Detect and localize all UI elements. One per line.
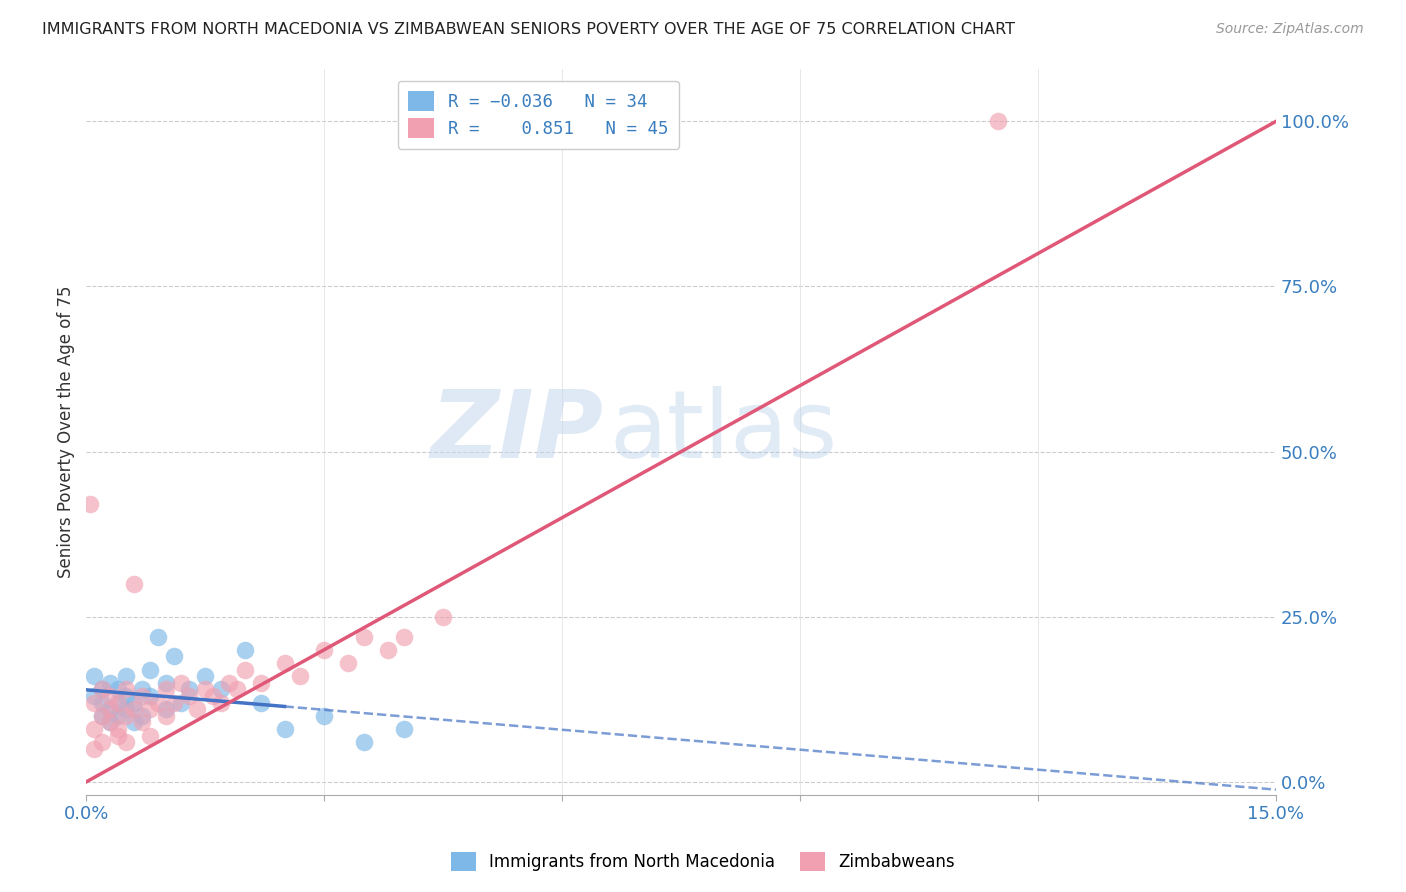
Point xyxy=(218,675,240,690)
Point xyxy=(314,708,336,723)
Point xyxy=(115,702,138,716)
Point xyxy=(194,682,217,697)
Point xyxy=(107,696,129,710)
Point xyxy=(432,609,454,624)
Point xyxy=(353,735,375,749)
Point xyxy=(91,696,114,710)
Point xyxy=(186,702,208,716)
Point xyxy=(115,689,138,703)
Point xyxy=(139,663,162,677)
Point xyxy=(131,689,153,703)
Point xyxy=(209,696,232,710)
Point xyxy=(91,682,114,697)
Legend: Immigrants from North Macedonia, Zimbabweans: Immigrants from North Macedonia, Zimbabw… xyxy=(443,843,963,880)
Point xyxy=(353,630,375,644)
Point xyxy=(107,682,129,697)
Point xyxy=(162,696,184,710)
Point xyxy=(83,689,105,703)
Point xyxy=(273,722,295,736)
Point xyxy=(162,649,184,664)
Point xyxy=(107,722,129,736)
Point xyxy=(233,642,256,657)
Point xyxy=(139,689,162,703)
Point xyxy=(98,715,121,730)
Point xyxy=(179,682,201,697)
Point xyxy=(83,696,105,710)
Point xyxy=(155,702,177,716)
Point xyxy=(249,675,271,690)
Point xyxy=(131,708,153,723)
Point xyxy=(290,669,312,683)
Point xyxy=(122,576,145,591)
Point xyxy=(91,735,114,749)
Point xyxy=(122,715,145,730)
Point xyxy=(98,702,121,716)
Point xyxy=(83,722,105,736)
Point xyxy=(115,735,138,749)
Point xyxy=(91,708,114,723)
Point xyxy=(79,498,101,512)
Point xyxy=(377,642,399,657)
Point xyxy=(98,689,121,703)
Point xyxy=(98,702,121,716)
Point xyxy=(107,696,129,710)
Legend: R = −0.036   N = 34, R =    0.851   N = 45: R = −0.036 N = 34, R = 0.851 N = 45 xyxy=(398,81,679,149)
Point xyxy=(146,696,169,710)
Point xyxy=(392,630,415,644)
Point xyxy=(91,708,114,723)
Text: Source: ZipAtlas.com: Source: ZipAtlas.com xyxy=(1216,22,1364,37)
Point xyxy=(226,682,249,697)
Point xyxy=(83,741,105,756)
Point xyxy=(155,675,177,690)
Point xyxy=(170,696,193,710)
Point xyxy=(194,669,217,683)
Point xyxy=(131,682,153,697)
Point xyxy=(122,702,145,716)
Text: ZIP: ZIP xyxy=(430,386,603,478)
Point xyxy=(139,702,162,716)
Text: IMMIGRANTS FROM NORTH MACEDONIA VS ZIMBABWEAN SENIORS POVERTY OVER THE AGE OF 75: IMMIGRANTS FROM NORTH MACEDONIA VS ZIMBA… xyxy=(42,22,1015,37)
Point xyxy=(122,696,145,710)
Point xyxy=(202,689,225,703)
Point xyxy=(115,669,138,683)
Point xyxy=(155,682,177,697)
Y-axis label: Seniors Poverty Over the Age of 75: Seniors Poverty Over the Age of 75 xyxy=(58,285,75,578)
Point xyxy=(314,642,336,657)
Point xyxy=(131,715,153,730)
Point xyxy=(91,682,114,697)
Point xyxy=(233,663,256,677)
Point xyxy=(139,729,162,743)
Point xyxy=(273,656,295,670)
Point xyxy=(987,114,1010,128)
Point xyxy=(179,689,201,703)
Point xyxy=(337,656,360,670)
Point xyxy=(209,682,232,697)
Point xyxy=(107,708,129,723)
Point xyxy=(170,675,193,690)
Point xyxy=(98,715,121,730)
Point xyxy=(146,630,169,644)
Point xyxy=(115,708,138,723)
Point xyxy=(392,722,415,736)
Text: atlas: atlas xyxy=(610,386,838,478)
Point xyxy=(83,669,105,683)
Point xyxy=(107,729,129,743)
Point xyxy=(98,675,121,690)
Point xyxy=(155,708,177,723)
Point xyxy=(249,696,271,710)
Point xyxy=(115,682,138,697)
